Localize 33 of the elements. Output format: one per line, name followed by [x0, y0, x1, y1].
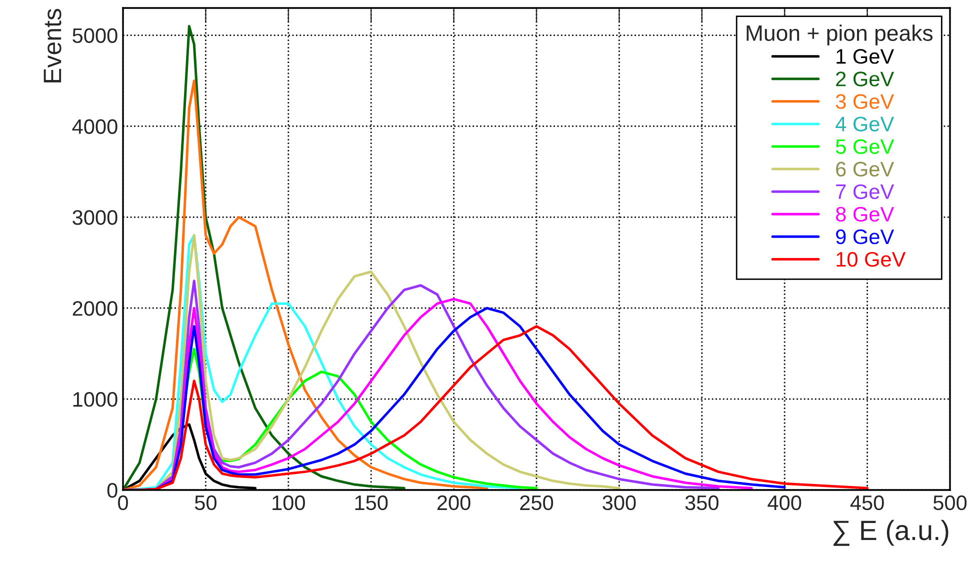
line-series — [123, 80, 488, 490]
legend-label: 6 GeV — [836, 162, 894, 177]
y-tick-label: 5000 — [72, 28, 118, 44]
line-series — [123, 24, 406, 490]
legend-label: 8 GeV — [836, 206, 894, 222]
legend-label: 10 GeV — [836, 252, 906, 267]
y-tick-label: 1000 — [73, 392, 118, 407]
legend-label: 7 GeV — [836, 184, 894, 200]
legend-label: 2 GeV — [836, 72, 894, 86]
legend-label: 3 GeV — [836, 94, 894, 109]
x-tick-label: 50 — [194, 495, 216, 510]
y-tick-label: 0 — [107, 483, 118, 498]
x-tick-label: 350 — [685, 495, 718, 510]
y-axis-title: Events — [44, 8, 62, 82]
y-tick-label: 3000 — [72, 210, 118, 225]
x-tick-label: 100 — [272, 495, 305, 510]
y-tick-label: 4000 — [72, 119, 118, 134]
legend-label: 5 GeV — [836, 139, 894, 154]
legend-label: 9 GeV — [836, 229, 894, 244]
x-tick-label: 500 — [933, 495, 967, 510]
legend-label: 4 GeV — [836, 116, 894, 132]
x-tick-label: 450 — [850, 495, 884, 510]
legend-title: Muon + pion peaks — [746, 24, 933, 46]
x-tick-label: 0 — [118, 495, 128, 510]
legend-label: 1 GeV — [836, 49, 894, 64]
y-tick-label: 2000 — [72, 301, 118, 316]
x-tick-label: 200 — [437, 495, 470, 510]
line-series — [123, 325, 869, 490]
x-tick-label: 150 — [355, 495, 388, 510]
x-tick-label: 300 — [602, 495, 636, 510]
x-axis-title: ∑ E (a.u.) — [833, 520, 948, 546]
x-tick-label: 250 — [520, 495, 554, 510]
x-tick-label: 400 — [768, 495, 802, 510]
